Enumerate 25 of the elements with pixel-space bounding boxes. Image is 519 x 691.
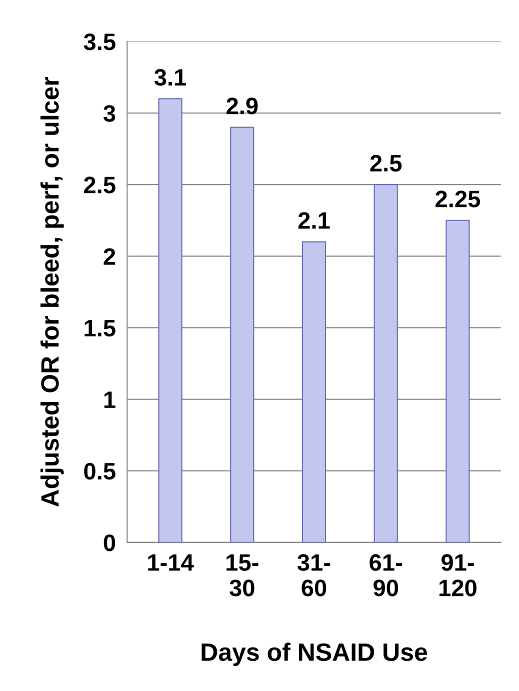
data-label: 2.9 — [226, 98, 258, 114]
y-tick-label: 1.5 — [84, 320, 116, 337]
data-label: 2.5 — [370, 154, 402, 172]
y-tick-label: 1 — [104, 392, 116, 408]
x-tick-label: 91- 120 — [440, 554, 476, 596]
data-label: 2.25 — [436, 190, 480, 208]
y-tick-label: 2.5 — [84, 176, 116, 194]
bar — [374, 184, 398, 542]
x-tick-label: 61- 90 — [370, 554, 402, 596]
bar — [302, 241, 326, 542]
x-tick-label: 31- 60 — [297, 554, 330, 596]
x-axis-title: Days of NSAID Use — [202, 642, 428, 666]
bar — [158, 98, 182, 542]
data-label: 3.1 — [154, 68, 186, 86]
y-axis-title: Adjusted OR for bleed, perf, or ulcer — [40, 77, 64, 507]
y-tick-label: 2 — [104, 248, 116, 265]
y-tick-label: 3.5 — [84, 34, 116, 50]
y-tick-label: 3 — [103, 105, 116, 122]
y-tick-label: 0.5 — [84, 462, 116, 480]
x-tick-label: 1-14 — [148, 554, 194, 571]
y-tick-label: 0 — [104, 534, 116, 552]
data-label: 2.1 — [298, 212, 330, 229]
x-tick-label: 15- 30 — [226, 554, 258, 596]
bar — [230, 126, 254, 542]
bar — [446, 220, 470, 542]
